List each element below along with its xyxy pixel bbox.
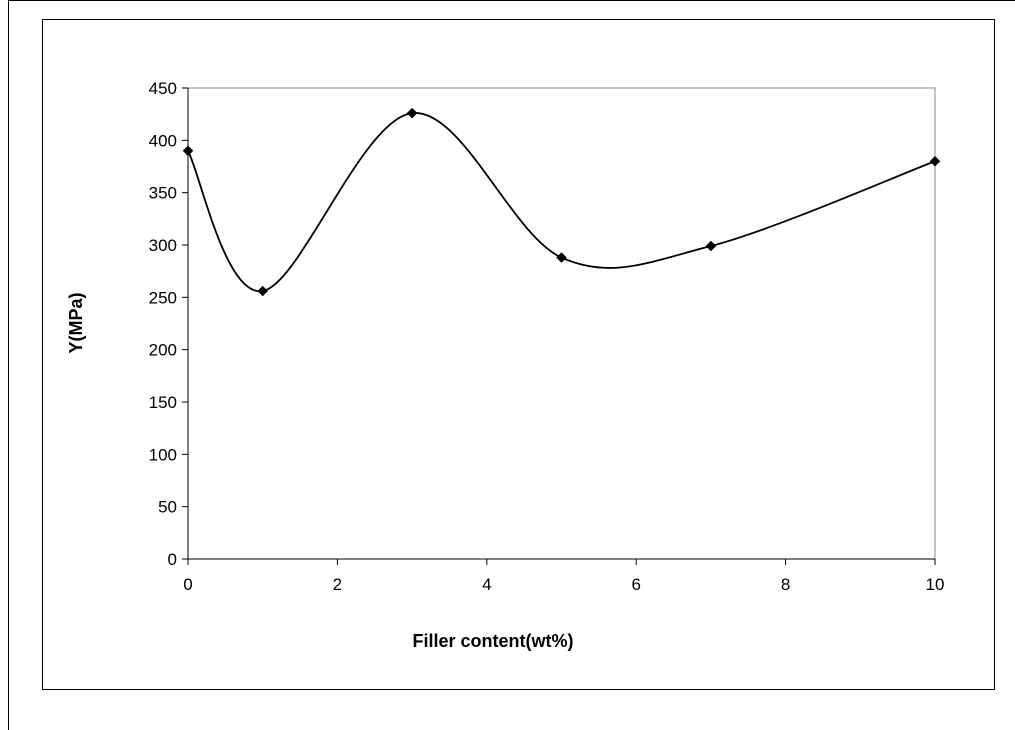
- x-tick-label: 4: [482, 575, 491, 594]
- x-tick-label: 6: [631, 575, 640, 594]
- y-tick-label: 100: [149, 445, 177, 464]
- x-tick-label: 0: [183, 575, 192, 594]
- chart-frame: 0 50 100 150 200 250 300 350 400 450 0 2 4 6 8 10 Fill…: [42, 19, 995, 690]
- x-axis-ticks: 0 2 4 6 8 10: [183, 559, 944, 594]
- y-tick-label: 250: [149, 288, 177, 307]
- y-tick-label: 350: [149, 184, 177, 203]
- y-tick-label: 50: [158, 498, 177, 517]
- plot-area: [187, 87, 936, 560]
- y-tick-label: 400: [149, 131, 177, 150]
- page-edge-left: [8, 0, 9, 730]
- series-line: [187, 112, 936, 292]
- series-layer: [182, 107, 941, 297]
- y-tick-label: 300: [149, 236, 177, 255]
- page-edge-top: [8, 0, 1015, 1]
- y-tick-label: 450: [149, 79, 177, 98]
- x-tick-label: 2: [333, 575, 342, 594]
- x-axis-label: Filler content(wt%): [413, 631, 574, 651]
- data-point-marker: [556, 252, 567, 263]
- x-tick-label: 10: [926, 575, 945, 594]
- y-tick-label: 150: [149, 393, 177, 412]
- y-tick-label: 200: [149, 341, 177, 360]
- data-point-marker: [929, 155, 941, 167]
- y-axis-label: Y(MPa): [66, 292, 86, 353]
- x-tick-label: 8: [781, 575, 790, 594]
- data-point-marker: [406, 107, 418, 119]
- y-axis-ticks: 0 50 100 150 200 250 300 350 400 450: [149, 79, 188, 569]
- data-point-marker: [257, 285, 269, 297]
- line-chart: 0 50 100 150 200 250 300 350 400 450 0 2 4 6 8 10 Fill…: [66, 79, 944, 651]
- data-point-marker: [182, 145, 194, 157]
- data-point-marker: [705, 240, 717, 252]
- y-tick-label: 0: [168, 550, 177, 569]
